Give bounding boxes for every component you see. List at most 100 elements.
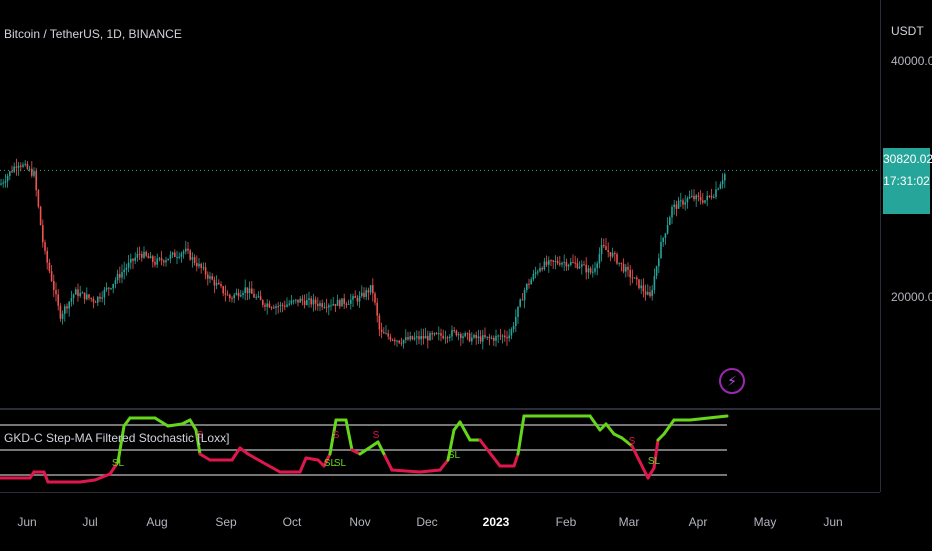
indicator-legend[interactable]: GKD-C Step-MA Filtered Stochastic [Loxx] [4, 431, 230, 445]
candle-body [143, 251, 145, 258]
candle-body [9, 171, 11, 176]
candle-body [567, 264, 570, 267]
candle-body [127, 262, 130, 268]
candle [176, 250, 178, 264]
candle [125, 263, 128, 276]
candle [493, 335, 495, 347]
candle [358, 291, 361, 308]
stochastic-segment-up [446, 428, 456, 462]
candle [479, 330, 482, 344]
candle [33, 167, 35, 178]
time-label-sep: Sep [215, 515, 237, 529]
candle-body [418, 336, 420, 340]
candle [598, 247, 601, 269]
time-label-jul: Jul [82, 515, 98, 529]
candlestick-chart[interactable] [0, 0, 880, 408]
main-chart-pane[interactable]: Bitcoin / TetherUS, 1D, BINANCE ⚡ [0, 0, 880, 408]
candle [35, 167, 37, 197]
candle [400, 337, 403, 347]
candle-body [647, 292, 649, 295]
candle [556, 256, 559, 266]
candle-body [215, 282, 218, 286]
price-axis[interactable]: USDT 40000.00 20000.00 [880, 0, 932, 492]
candle-body [339, 299, 341, 307]
symbol-legend[interactable]: Bitcoin / TetherUS, 1D, BINANCE [4, 27, 182, 41]
candle-body [583, 264, 585, 266]
candle-body [471, 337, 473, 342]
candle-body [17, 165, 20, 168]
candle [202, 262, 205, 271]
time-label-may: May [753, 515, 777, 529]
candle [695, 193, 697, 207]
candle-body [328, 305, 330, 308]
candle [427, 330, 429, 349]
candle-body [405, 337, 407, 340]
candle-body [174, 252, 176, 257]
stochastic-segment-up [188, 418, 198, 432]
candle [215, 275, 218, 290]
candle [103, 286, 106, 306]
candle [112, 283, 114, 294]
candle [446, 335, 449, 344]
pane-divider[interactable] [0, 408, 932, 410]
candle-body [350, 299, 352, 304]
candle-body [548, 260, 550, 265]
candle [165, 256, 167, 267]
candle [97, 296, 99, 306]
candle-body [394, 339, 396, 342]
candle [61, 310, 64, 325]
candle [409, 331, 411, 342]
candle-body [715, 189, 717, 197]
candle-body [211, 276, 213, 280]
candle-body [341, 298, 343, 307]
candle [611, 247, 614, 259]
candle-body [427, 335, 429, 341]
oscillator-pane[interactable]: S SL S S SL SL SL S SL [0, 410, 880, 492]
candle-body [552, 260, 554, 262]
candle [149, 252, 152, 259]
candle [666, 217, 669, 235]
candle-body [152, 256, 154, 263]
candle [334, 303, 337, 313]
candle [629, 264, 631, 286]
candle-body [163, 260, 165, 263]
candle-body [347, 303, 350, 305]
candle [306, 293, 308, 306]
candle-body [506, 337, 508, 339]
candle-body [620, 262, 623, 264]
candle [376, 297, 378, 323]
stochastic-segment-up [166, 422, 184, 428]
candle [488, 333, 491, 346]
candle-body [721, 180, 724, 185]
time-axis[interactable] [0, 492, 880, 551]
candle-body [400, 342, 403, 344]
candle [647, 284, 649, 296]
candle [475, 331, 477, 345]
candle-body [501, 335, 504, 337]
candle [523, 287, 526, 309]
candle [2, 179, 4, 188]
candle [99, 292, 101, 303]
candle-body [380, 329, 383, 333]
candle [127, 255, 130, 273]
candle-body [402, 339, 405, 344]
candle [367, 287, 370, 301]
candle [70, 290, 73, 307]
candle-body [387, 333, 389, 337]
candle-body [706, 195, 708, 201]
lightning-bolt-icon[interactable]: ⚡ [719, 368, 745, 394]
candle [284, 300, 286, 311]
candle [213, 276, 216, 294]
candle [66, 303, 68, 314]
candle [235, 288, 238, 296]
candle-body [660, 241, 662, 259]
candle-body [497, 335, 499, 337]
candle-body [105, 287, 108, 290]
candle [559, 255, 561, 267]
candle [682, 198, 684, 209]
candle [402, 339, 405, 349]
candle-body [655, 266, 658, 276]
candle [471, 332, 473, 345]
candle [592, 264, 594, 278]
